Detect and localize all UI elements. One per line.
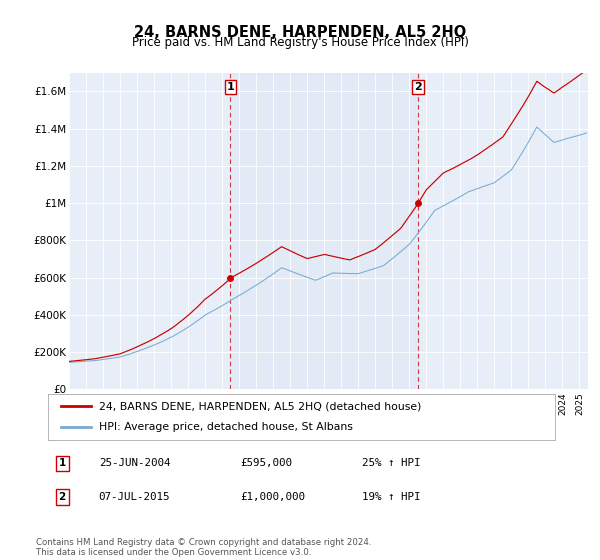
Text: 1: 1 (227, 82, 235, 92)
Text: 2: 2 (59, 492, 66, 502)
Text: 1: 1 (59, 459, 66, 469)
Text: Contains HM Land Registry data © Crown copyright and database right 2024.
This d: Contains HM Land Registry data © Crown c… (36, 538, 371, 557)
Text: 2: 2 (415, 82, 422, 92)
Text: £1,000,000: £1,000,000 (241, 492, 305, 502)
Text: Price paid vs. HM Land Registry's House Price Index (HPI): Price paid vs. HM Land Registry's House … (131, 36, 469, 49)
Text: HPI: Average price, detached house, St Albans: HPI: Average price, detached house, St A… (98, 422, 353, 432)
Text: 19% ↑ HPI: 19% ↑ HPI (362, 492, 421, 502)
Text: 24, BARNS DENE, HARPENDEN, AL5 2HQ: 24, BARNS DENE, HARPENDEN, AL5 2HQ (134, 25, 466, 40)
Text: 24, BARNS DENE, HARPENDEN, AL5 2HQ (detached house): 24, BARNS DENE, HARPENDEN, AL5 2HQ (deta… (98, 401, 421, 411)
Text: 07-JUL-2015: 07-JUL-2015 (98, 492, 170, 502)
Text: 25% ↑ HPI: 25% ↑ HPI (362, 459, 421, 469)
Bar (230, 73, 418, 389)
Text: £595,000: £595,000 (241, 459, 293, 469)
Text: 25-JUN-2004: 25-JUN-2004 (98, 459, 170, 469)
